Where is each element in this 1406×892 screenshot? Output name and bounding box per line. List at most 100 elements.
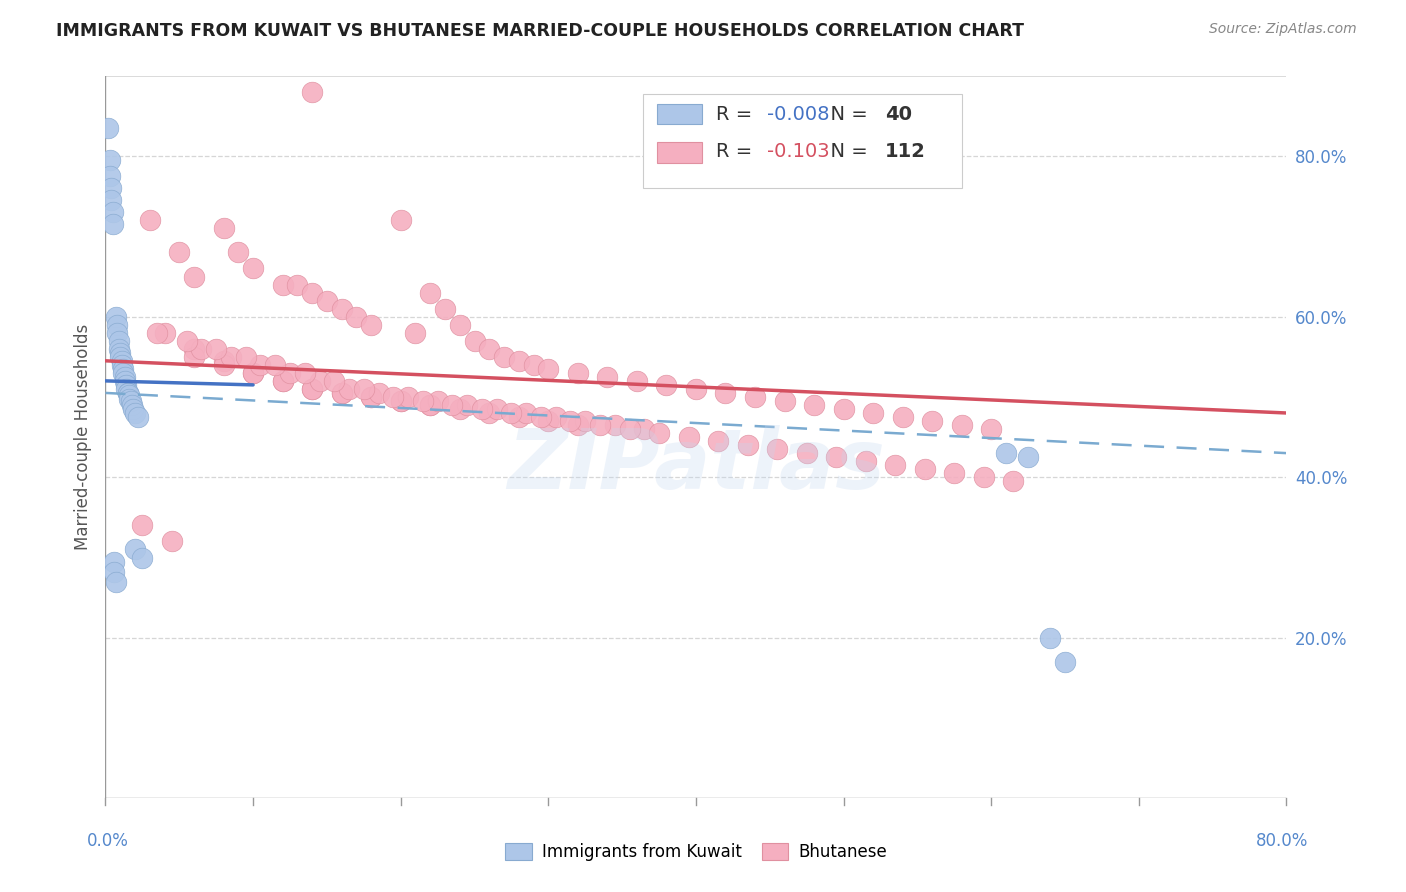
Point: [212, 221, 235, 235]
Point: [183, 269, 205, 284]
Point: [449, 401, 471, 416]
FancyBboxPatch shape: [643, 94, 962, 188]
Point: [537, 414, 560, 428]
Point: [117, 385, 139, 400]
Point: [219, 350, 242, 364]
Point: [104, 310, 127, 324]
Text: ZIPatlas: ZIPatlas: [508, 425, 884, 507]
Point: [228, 245, 250, 260]
Point: [330, 385, 353, 400]
Point: [537, 361, 560, 376]
Point: [146, 326, 169, 340]
Point: [419, 398, 441, 412]
Point: [110, 350, 132, 364]
Point: [242, 366, 264, 380]
Point: [301, 285, 323, 300]
Point: [110, 345, 132, 359]
Point: [101, 205, 124, 219]
Point: [478, 342, 501, 356]
Point: [127, 410, 149, 425]
Point: [633, 422, 655, 436]
Point: [744, 390, 766, 404]
Point: [544, 410, 567, 425]
Point: [515, 406, 537, 420]
Point: [796, 446, 818, 460]
Point: [190, 342, 212, 356]
Point: [294, 366, 316, 380]
Text: 40: 40: [884, 104, 912, 124]
Point: [1002, 474, 1025, 488]
Point: [973, 470, 995, 484]
Point: [153, 326, 176, 340]
Point: [1017, 450, 1039, 464]
Point: [678, 430, 700, 444]
Text: N =: N =: [818, 142, 873, 161]
Point: [98, 169, 121, 183]
Point: [124, 542, 146, 557]
Point: [464, 334, 486, 348]
Point: [264, 358, 287, 372]
FancyBboxPatch shape: [657, 104, 702, 124]
Point: [111, 353, 134, 368]
Point: [235, 350, 257, 364]
Point: [112, 366, 135, 380]
Point: [367, 385, 389, 400]
Point: [111, 358, 134, 372]
Point: [98, 153, 121, 167]
Point: [508, 353, 530, 368]
Text: N =: N =: [818, 104, 873, 124]
Text: -0.008: -0.008: [766, 104, 830, 124]
Point: [449, 318, 471, 332]
Point: [115, 382, 138, 396]
Point: [737, 438, 759, 452]
Point: [97, 120, 120, 135]
Point: [567, 417, 589, 432]
Point: [183, 342, 205, 356]
Point: [103, 554, 125, 569]
Text: R =: R =: [716, 104, 759, 124]
Point: [603, 417, 626, 432]
Legend: Immigrants from Kuwait, Bhutanese: Immigrants from Kuwait, Bhutanese: [498, 836, 894, 868]
Point: [117, 385, 139, 400]
Text: 112: 112: [884, 142, 925, 161]
Point: [773, 393, 796, 408]
Point: [101, 217, 124, 231]
Point: [121, 398, 143, 412]
Point: [492, 350, 515, 364]
Text: IMMIGRANTS FROM KUWAIT VS BHUTANESE MARRIED-COUPLE HOUSEHOLDS CORRELATION CHART: IMMIGRANTS FROM KUWAIT VS BHUTANESE MARR…: [56, 22, 1024, 40]
Point: [360, 390, 382, 404]
Point: [685, 382, 707, 396]
Point: [389, 393, 412, 408]
Y-axis label: Married-couple Households: Married-couple Households: [73, 324, 91, 550]
Point: [950, 417, 973, 432]
Point: [104, 574, 127, 589]
Point: [360, 390, 382, 404]
Point: [855, 454, 877, 468]
Point: [389, 213, 412, 227]
Point: [456, 398, 478, 412]
Point: [131, 550, 153, 565]
Point: [419, 398, 441, 412]
Point: [105, 326, 128, 340]
Point: [884, 458, 907, 473]
Point: [501, 406, 523, 420]
Point: [301, 382, 323, 396]
Point: [832, 401, 855, 416]
Point: [122, 401, 145, 416]
Point: [485, 401, 508, 416]
Point: [441, 398, 464, 412]
Point: [205, 342, 228, 356]
Point: [803, 398, 825, 412]
Point: [648, 425, 671, 440]
Point: [100, 181, 122, 195]
Point: [360, 318, 382, 332]
Point: [330, 385, 353, 400]
Point: [114, 369, 136, 384]
Point: [249, 358, 271, 372]
Point: [426, 393, 449, 408]
Point: [825, 450, 848, 464]
Point: [382, 390, 405, 404]
Point: [596, 369, 619, 384]
Point: [433, 301, 456, 316]
Point: [242, 261, 264, 276]
